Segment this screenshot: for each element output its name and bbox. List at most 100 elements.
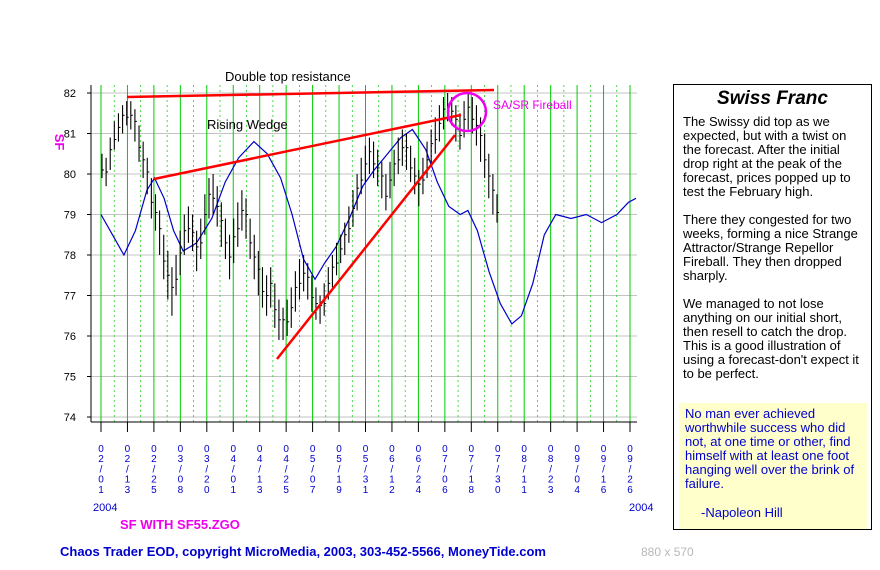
x-tick-label: 07/30 bbox=[495, 444, 501, 496]
quote-text: No man ever achieved worthwhile success … bbox=[685, 406, 855, 491]
grid bbox=[91, 85, 637, 422]
x-tick-char: 8 bbox=[548, 454, 554, 465]
x-tick-label: 07/06 bbox=[442, 444, 448, 496]
x-tick-char: 0 bbox=[178, 444, 184, 455]
x-tick-char: 0 bbox=[257, 444, 263, 455]
x-tick-char: 3 bbox=[495, 475, 501, 486]
x-tick-char: 5 bbox=[363, 454, 369, 465]
cycle-line bbox=[100, 128, 637, 325]
x-tick-label: 05/07 bbox=[310, 444, 316, 496]
y-tick-label: 82 bbox=[64, 88, 76, 100]
y-tick-label: 75 bbox=[64, 372, 76, 384]
x-tick-char: 2 bbox=[548, 475, 554, 486]
x-tick-label: 09/16 bbox=[601, 444, 607, 496]
y-tick-labels: 82 81 80 79 78 77 76 75 74 bbox=[64, 88, 91, 424]
x-tick-char: 9 bbox=[336, 485, 342, 496]
x-tick-char: 8 bbox=[521, 454, 527, 465]
x-tick-char: 2 bbox=[283, 475, 289, 486]
x-tick-char: / bbox=[126, 464, 129, 475]
x-tick-char: 4 bbox=[416, 485, 422, 496]
x-tick-char: 3 bbox=[178, 454, 184, 465]
x-tick-char: 2 bbox=[627, 475, 633, 486]
x-tick-char: 2 bbox=[151, 475, 157, 486]
x-tick-char: 3 bbox=[363, 475, 369, 486]
x-tick-label: 02/01 bbox=[98, 444, 104, 496]
x-tick-label: 05/19 bbox=[336, 444, 342, 496]
x-tick-char: 4 bbox=[257, 454, 263, 465]
x-tick-char: 1 bbox=[230, 485, 236, 496]
x-tick-char: / bbox=[311, 464, 314, 475]
x-tick-char: / bbox=[549, 464, 552, 475]
x-tick-char: 9 bbox=[627, 454, 633, 465]
study-label: SF WITH SF55.ZGO bbox=[120, 517, 240, 532]
year-end-label: 2004 bbox=[629, 502, 653, 514]
x-tick-char: 0 bbox=[310, 475, 316, 486]
x-tick-char: 0 bbox=[310, 444, 316, 455]
rising-wedge-annotation: Rising Wedge bbox=[207, 117, 288, 132]
fireball-annotation: SA/SR Fireball bbox=[493, 98, 572, 112]
x-tick-char: / bbox=[100, 464, 103, 475]
x-tick-char: 4 bbox=[283, 454, 289, 465]
x-tick-char: 5 bbox=[151, 485, 157, 496]
cycle-forecast-line bbox=[100, 128, 637, 325]
x-tick-char: 0 bbox=[442, 444, 448, 455]
price-bars bbox=[101, 93, 499, 341]
x-tick-char: 3 bbox=[257, 485, 263, 496]
x-tick-char: / bbox=[496, 464, 499, 475]
panel-title: Swiss Franc bbox=[717, 88, 828, 109]
x-tick-char: 5 bbox=[336, 454, 342, 465]
x-tick-char: 0 bbox=[521, 444, 527, 455]
x-tick-label: 08/11 bbox=[521, 444, 527, 496]
x-tick-char: 1 bbox=[469, 475, 475, 486]
x-tick-char: 8 bbox=[178, 485, 184, 496]
x-tick-char: 2 bbox=[389, 485, 395, 496]
x-tick-char: 4 bbox=[574, 485, 580, 496]
trend-lines bbox=[126, 88, 495, 360]
year-start-label: 2004 bbox=[93, 502, 117, 514]
x-tick-char: / bbox=[417, 464, 420, 475]
x-tick-char: / bbox=[576, 464, 579, 475]
double-top-line bbox=[126, 88, 495, 99]
x-tick-char: 0 bbox=[336, 444, 342, 455]
x-tick-char: / bbox=[285, 464, 288, 475]
x-tick-char: 7 bbox=[442, 454, 448, 465]
quote-box: No man ever achieved worthwhile success … bbox=[679, 403, 867, 529]
x-tick-char: 7 bbox=[310, 485, 316, 496]
x-tick-char: 0 bbox=[204, 444, 210, 455]
x-tick-char: 0 bbox=[548, 444, 554, 455]
x-tick-char: 5 bbox=[283, 485, 289, 496]
x-tick-char: 0 bbox=[230, 444, 236, 455]
x-tick-char: / bbox=[258, 464, 261, 475]
x-tick-char: 0 bbox=[363, 444, 369, 455]
x-tick-label: 09/04 bbox=[574, 444, 580, 496]
x-tick-label: 02/25 bbox=[151, 444, 157, 496]
x-tick-char: 1 bbox=[98, 485, 104, 496]
panel-paragraph-3: We managed to not lose anything on our i… bbox=[683, 296, 859, 381]
x-tick-char: / bbox=[629, 464, 632, 475]
x-tick-char: 0 bbox=[389, 444, 395, 455]
x-tick-char: / bbox=[153, 464, 156, 475]
x-tick-char: 1 bbox=[521, 485, 527, 496]
fireball-circle bbox=[446, 91, 488, 133]
x-tick-char: 0 bbox=[178, 475, 184, 486]
wedge-upper-line bbox=[153, 113, 462, 181]
wedge-lower-line bbox=[276, 134, 456, 360]
x-tick-char: 7 bbox=[495, 454, 501, 465]
x-tick-char: 3 bbox=[548, 485, 554, 496]
x-tick-label: 09/26 bbox=[627, 444, 633, 496]
x-tick-char: / bbox=[391, 464, 394, 475]
quote-author: -Napoleon Hill bbox=[701, 505, 783, 520]
x-tick-char: 0 bbox=[495, 485, 501, 496]
x-tick-char: 3 bbox=[125, 485, 131, 496]
x-tick-labels: 02/0102/1302/2503/0803/2004/0104/1304/25… bbox=[98, 422, 633, 496]
x-tick-char: 1 bbox=[521, 475, 527, 486]
x-tick-char: 0 bbox=[495, 444, 501, 455]
x-tick-char: 9 bbox=[601, 454, 607, 465]
x-tick-char: 7 bbox=[469, 454, 475, 465]
x-tick-char: 0 bbox=[574, 444, 580, 455]
x-tick-label: 06/24 bbox=[416, 444, 422, 496]
y-tick-label: 74 bbox=[64, 412, 76, 424]
x-tick-char: 1 bbox=[125, 475, 131, 486]
x-tick-char: 0 bbox=[230, 475, 236, 486]
